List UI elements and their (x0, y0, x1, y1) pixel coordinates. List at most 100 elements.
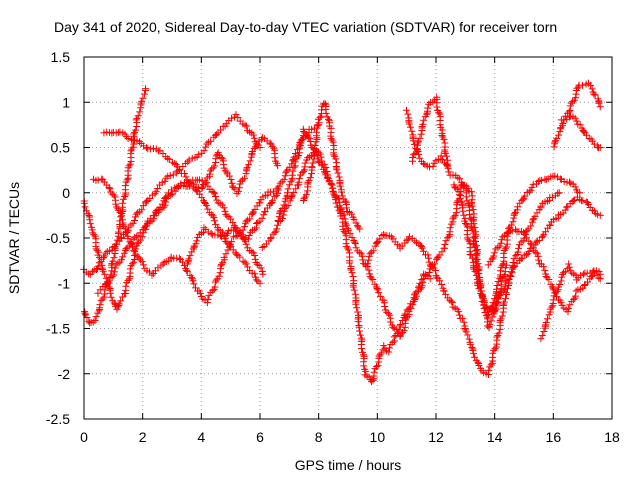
data-point (189, 277, 197, 285)
data-point (527, 240, 535, 248)
data-point (180, 261, 188, 269)
data-point (573, 117, 581, 125)
data-point (142, 85, 150, 93)
data-point (223, 230, 231, 238)
data-point (90, 231, 98, 239)
data-point (420, 160, 428, 168)
data-point (469, 206, 477, 214)
data-point (137, 99, 145, 107)
data-point (130, 246, 138, 254)
data-point (589, 268, 597, 276)
data-point (336, 204, 344, 212)
data-point (188, 275, 196, 283)
data-point (121, 193, 129, 201)
data-point (245, 161, 253, 169)
data-point (225, 243, 233, 251)
series-track-12 (409, 93, 452, 170)
data-point (128, 145, 136, 153)
data-point (532, 238, 540, 246)
data-point (585, 200, 593, 208)
data-point (280, 176, 288, 184)
data-point (332, 199, 340, 207)
data-point (305, 177, 313, 185)
data-point (491, 345, 499, 353)
data-point (313, 124, 321, 132)
data-point (232, 111, 240, 119)
data-point (258, 214, 266, 222)
data-point (497, 239, 505, 247)
data-point (493, 282, 501, 290)
data-point (251, 205, 259, 213)
data-point (251, 270, 259, 278)
data-point (273, 225, 281, 233)
data-point (236, 253, 244, 261)
data-point (493, 285, 501, 293)
data-point (425, 254, 433, 262)
data-point (440, 135, 448, 143)
data-point (370, 368, 378, 376)
data-point (94, 262, 102, 270)
data-point (330, 151, 338, 159)
data-point (252, 276, 260, 284)
data-point (290, 163, 298, 171)
data-point (99, 267, 107, 275)
data-point (309, 159, 317, 167)
data-point (465, 335, 473, 343)
data-point (409, 137, 417, 145)
data-point (112, 240, 120, 248)
data-point (85, 270, 93, 278)
data-point (507, 273, 515, 281)
data-point (595, 99, 603, 107)
data-point (203, 140, 211, 148)
data-point (373, 239, 381, 247)
data-point (387, 318, 395, 326)
data-point (190, 280, 198, 288)
data-point (131, 216, 139, 224)
x-tick-label: 16 (546, 429, 562, 445)
data-point (112, 261, 120, 269)
data-point (289, 167, 297, 175)
data-point (493, 333, 501, 341)
data-point (519, 195, 527, 203)
data-point (456, 175, 464, 183)
data-point (543, 274, 551, 282)
data-point (92, 313, 100, 321)
data-point (214, 149, 222, 157)
data-point (441, 149, 449, 157)
data-point (556, 280, 564, 288)
y-tick-label: -1 (58, 275, 71, 291)
data-point (138, 97, 146, 105)
data-point (367, 274, 375, 282)
data-point (455, 191, 463, 199)
data-point (538, 176, 546, 184)
data-point (386, 344, 394, 352)
data-point (304, 178, 312, 186)
data-point (374, 362, 382, 370)
data-point (406, 123, 414, 131)
data-point (471, 353, 479, 361)
data-point (555, 189, 563, 197)
data-point (205, 291, 213, 299)
data-point (188, 274, 196, 282)
data-point (322, 171, 330, 179)
data-point (275, 182, 283, 190)
data-point (200, 180, 208, 188)
data-point (134, 112, 142, 120)
data-point (229, 219, 237, 227)
data-point (549, 296, 557, 304)
data-point (351, 290, 359, 298)
data-point (268, 143, 276, 151)
y-axis-ticks: 1.5 1 0.5 0 -0.5 -1 -1.5 -2 -2.5 (46, 49, 612, 427)
data-point (327, 179, 335, 187)
data-point (106, 289, 114, 297)
data-point (86, 220, 94, 228)
data-point (369, 247, 377, 255)
series-track-18 (550, 79, 604, 151)
data-point (123, 176, 131, 184)
data-point (480, 298, 488, 306)
data-point (311, 142, 319, 150)
data-point (534, 178, 542, 186)
data-point (228, 114, 236, 122)
data-point (192, 240, 200, 248)
